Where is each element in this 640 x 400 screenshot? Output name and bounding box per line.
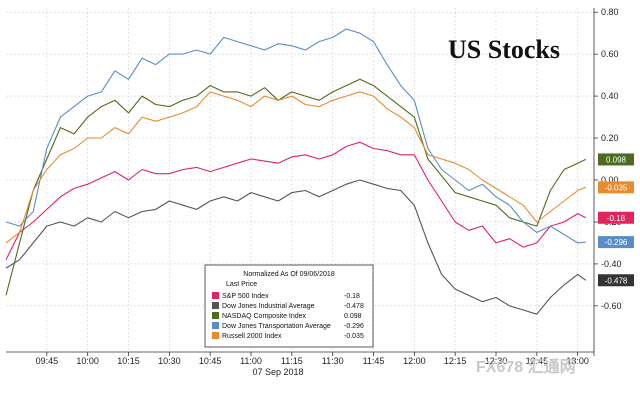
legend-swatch — [212, 322, 219, 329]
series-line-s-p-500-index — [5, 141, 587, 260]
x-tick-label: 11:30 — [322, 356, 344, 366]
series-line-russell-2000-index — [5, 91, 587, 244]
legend-header: Normalized As Of 09/06/2018 — [243, 271, 335, 278]
x-tick-label: 12:30 — [485, 356, 508, 366]
series-line-dow-jones-transportation-average — [5, 28, 586, 244]
legend-entry-value: -0.035 — [344, 333, 364, 340]
y-tick-label: 0.20 — [601, 133, 619, 143]
legend: Normalized As Of 09/06/2018 Last Price S… — [204, 264, 374, 348]
end-tag-label: -0.035 — [605, 183, 628, 192]
legend-box — [204, 264, 374, 348]
end-tag-label: -0.18 — [607, 214, 626, 223]
x-tick-label: 10:15 — [117, 356, 140, 366]
end-tag-box — [598, 181, 634, 194]
x-tick-label: 12:00 — [403, 356, 426, 366]
x-tick-label: 12:45 — [526, 356, 549, 366]
end-tag-label: 0.098 — [606, 155, 627, 164]
y-tick-label: 0.60 — [601, 49, 619, 59]
y-tick-label: -0.40 — [601, 259, 622, 269]
x-tick-label: 12:15 — [444, 356, 467, 366]
x-tick-label: 10:00 — [76, 356, 99, 366]
legend-entry-name: Russell 2000 Index — [222, 333, 282, 340]
series-line-dow-jones-industrial-average — [5, 179, 587, 315]
end-tag-box — [598, 274, 634, 287]
x-tick-label: 11:00 — [240, 356, 262, 366]
legend-entry-value: -0.478 — [344, 303, 364, 310]
legend-entries: S&P 500 Index -0.18 Dow Jones Industrial A… — [212, 292, 364, 340]
legend-swatch — [212, 312, 219, 319]
x-tick-label: 09:45 — [36, 356, 59, 366]
legend-swatch — [212, 332, 219, 339]
end-tag-label: -0.478 — [605, 276, 628, 285]
x-tick-label: 13:00 — [566, 356, 589, 366]
chart-title: US Stocks — [448, 35, 560, 64]
end-tag-box — [598, 236, 634, 249]
x-tick-label: 10:45 — [199, 356, 222, 366]
legend-subheader: Last Price — [226, 281, 257, 288]
y-tick-label: 0.00 — [601, 175, 619, 185]
legend-entry-value: -0.296 — [344, 323, 364, 330]
legend-entry-name: NASDAQ Composite Index — [222, 313, 307, 320]
watermark: FX678 汇通网 — [476, 358, 576, 376]
end-value-tags: 0.098 -0.035 -0.18 -0.296 -0.478 — [598, 153, 634, 287]
x-axis-ticks: 09:45 10:00 10:15 10:30 10:45 11:00 11:15 11:30… — [36, 352, 589, 366]
x-tick-label: 11:45 — [363, 356, 385, 366]
legend-entry-value: -0.18 — [344, 293, 360, 300]
legend-entry-name: S&P 500 Index — [222, 293, 269, 300]
legend-entry-name: Dow Jones Industrial Average — [222, 303, 315, 310]
date-label: 07 Sep 2018 — [252, 367, 303, 377]
x-tick-label: 11:15 — [281, 356, 303, 366]
end-tag-label: -0.296 — [605, 238, 628, 247]
y-tick-label: -0.60 — [601, 301, 622, 311]
legend-swatch — [212, 302, 219, 309]
series-lines — [5, 28, 587, 315]
end-tag-box — [598, 211, 634, 224]
x-tick-label: 10:30 — [158, 356, 181, 366]
legend-swatch — [212, 292, 219, 299]
legend-entry-name: Dow Jones Transportation Average — [222, 323, 331, 330]
series-line-nasdaq-composite-index — [5, 78, 587, 296]
legend-entry-value: 0.098 — [344, 313, 362, 320]
y-tick-label: 0.80 — [601, 7, 619, 17]
y-tick-label: 0.40 — [601, 91, 619, 101]
end-tag-box — [598, 153, 634, 166]
